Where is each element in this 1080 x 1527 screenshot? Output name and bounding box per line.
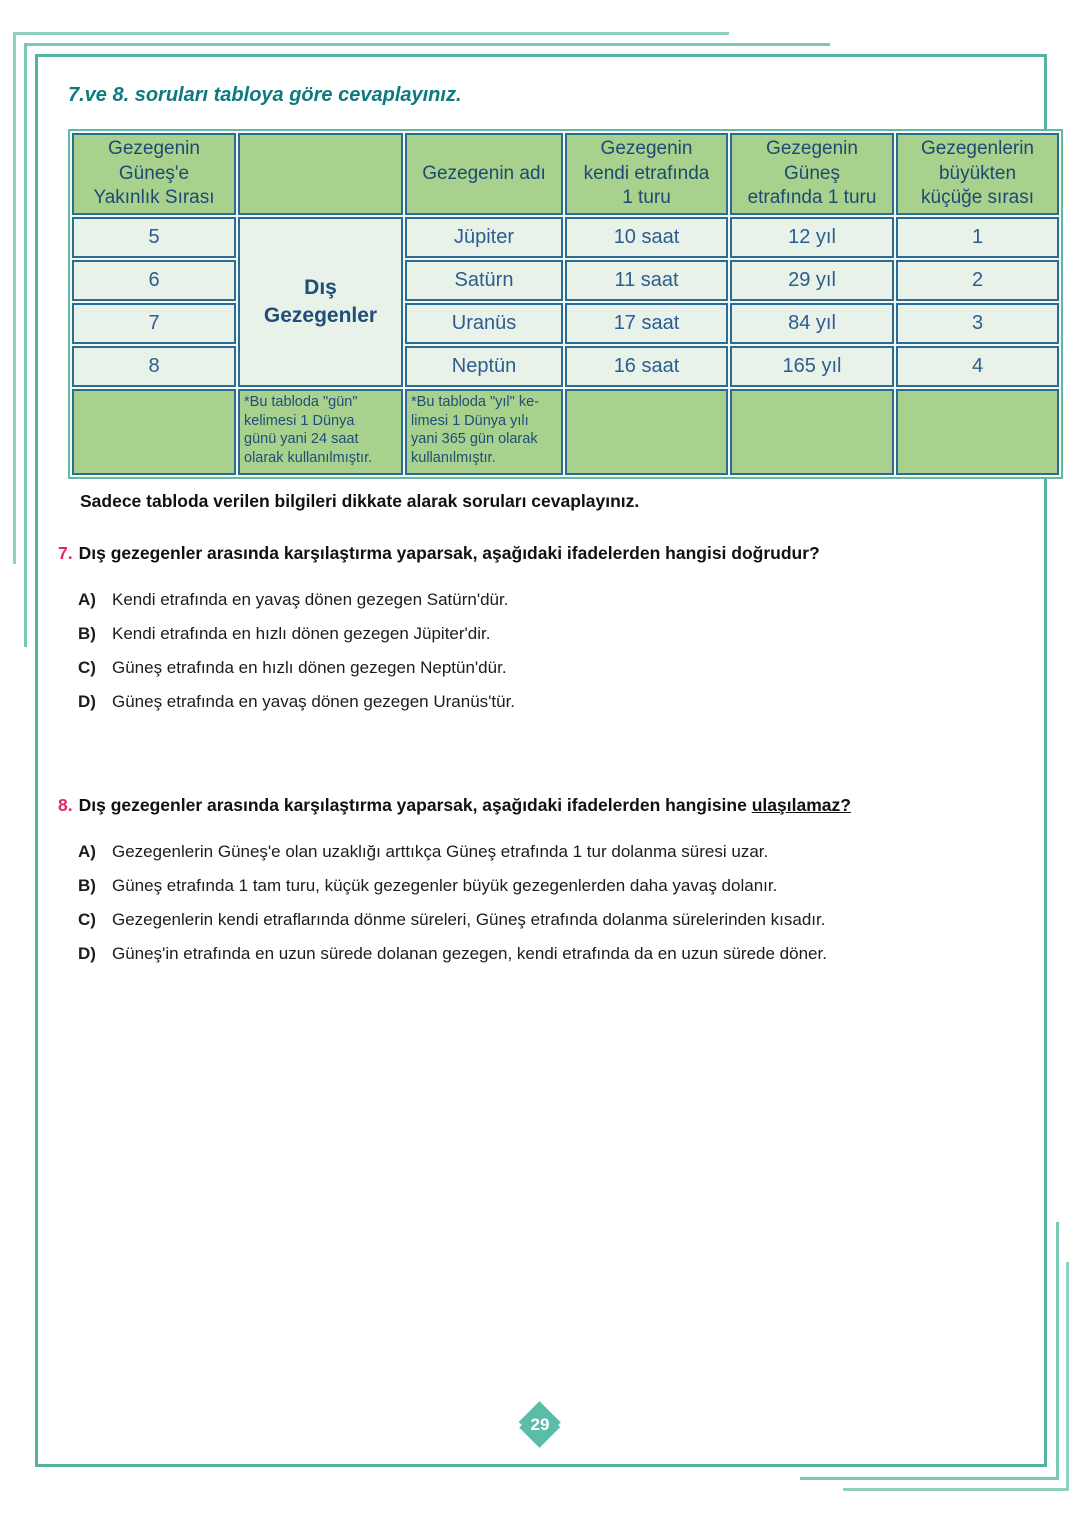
answer-option-7d: D) Güneş etrafında en yavaş dönen gezegen…: [78, 685, 1048, 719]
option-text: Kendi etrafında en yavaş dönen gezegen S…: [112, 590, 509, 609]
question-7-text: Dış gezegenler arasında karşılaştırma ya…: [78, 543, 820, 563]
question-8-number: 8.: [58, 795, 73, 815]
header-revolution-period: Gezegenin Güneş etrafında 1 turu: [730, 133, 894, 216]
table-row: 8 Neptün 16 saat 165 yıl 4: [72, 346, 1059, 388]
planet-order-cell: 7: [72, 303, 236, 345]
footnote-empty-cell: [565, 389, 728, 476]
planet-size-rank-cell: 3: [896, 303, 1059, 345]
question-7-text-line: 7. Dış gezegenler arasında karşılaştırma …: [58, 543, 1048, 564]
option-letter: D): [78, 944, 96, 963]
table-header-row: Gezegenin Güneş'e Yakınlık Sırası Gezege…: [72, 133, 1059, 216]
planet-order-cell: 6: [72, 260, 236, 302]
option-letter: B): [78, 876, 96, 895]
planet-revolution-cell: 165 yıl: [730, 346, 894, 388]
table-only-note: Sadece tabloda verilen bilgileri dikkate…: [80, 491, 640, 511]
planet-rotation-cell: 16 saat: [565, 346, 728, 388]
planet-name-cell: Uranüs: [405, 303, 563, 345]
table-row: 7 Uranüs 17 saat 84 yıl 3: [72, 303, 1059, 345]
option-text: Güneş etrafında en hızlı dönen gezegen N…: [112, 658, 507, 677]
header-rotation-period: Gezegenin kendi etrafında 1 turu: [565, 133, 728, 216]
answer-option-7b: B) Kendi etrafında en hızlı dönen gezegen…: [78, 617, 1048, 651]
back-sheet-outline-bottom-right-middle: [800, 1222, 1059, 1480]
option-letter: A): [78, 590, 96, 609]
footnote-empty-cell: [730, 389, 894, 476]
header-size-rank: Gezegenlerin büyükten küçüğe sırası: [896, 133, 1059, 216]
planet-size-rank-cell: 4: [896, 346, 1059, 388]
option-letter: D): [78, 692, 96, 711]
planet-size-rank-cell: 2: [896, 260, 1059, 302]
option-text: Güneş'in etrafında en uzun sürede dolana…: [112, 944, 827, 963]
footnote-year-definition: *Bu tabloda "yıl" ke- limesi 1 Dünya yıl…: [405, 389, 563, 476]
page-number-badge: 29: [515, 1401, 565, 1448]
footnote-day-definition: *Bu tabloda "gün" kelimesi 1 Dünya günü …: [238, 389, 403, 476]
footnote-empty-cell: [896, 389, 1059, 476]
instruction-title: 7.ve 8. soruları tabloya göre cevaplayın…: [68, 84, 462, 106]
answer-option-8d: D) Güneş'in etrafında en uzun sürede dola…: [78, 937, 1048, 971]
answer-option-8b: B) Güneş etrafında 1 tam turu, küçük geze…: [78, 869, 1048, 903]
option-letter: B): [78, 624, 96, 643]
header-planet-name: Gezegenin adı: [405, 133, 563, 216]
answer-option-7a: A) Kendi etrafında en yavaş dönen gezegen…: [78, 583, 1048, 617]
answer-option-8c: C) Gezegenlerin kendi etraflarında dönme …: [78, 903, 1048, 937]
option-text: Güneş etrafında 1 tam turu, küçük gezege…: [112, 876, 778, 895]
option-letter: C): [78, 910, 96, 929]
table-row: 5 Dış Gezegenler Jüpiter 10 saat 12 yıl …: [72, 217, 1059, 388]
answer-option-8a: A) Gezegenlerin Güneş'e olan uzaklığı art…: [78, 835, 1048, 869]
question-8-underlined-word: ulaşılamaz?: [751, 795, 851, 815]
planet-order-cell: 5: [72, 217, 236, 259]
option-letter: C): [78, 658, 96, 677]
question-8-options: A) Gezegenlerin Güneş'e olan uzaklığı art…: [58, 835, 1048, 971]
question-7-options: A) Kendi etrafında en yavaş dönen gezegen…: [58, 583, 1048, 719]
header-proximity-order: Gezegenin Güneş'e Yakınlık Sırası: [72, 133, 236, 216]
planet-name-cell: Neptün: [405, 346, 563, 388]
planet-size-rank-cell: 1: [896, 217, 1059, 259]
question-7-number: 7.: [58, 543, 73, 563]
planet-rotation-cell: 17 saat: [565, 303, 728, 345]
planet-rotation-cell: 11 saat: [565, 260, 728, 302]
table-footnote-row: *Bu tabloda "gün" kelimesi 1 Dünya günü …: [72, 389, 1059, 476]
planet-revolution-cell: 84 yıl: [730, 303, 894, 345]
back-sheet-outline-bottom-right-outer: [843, 1262, 1069, 1491]
planet-order-cell: 8: [72, 346, 236, 388]
planet-rotation-cell: 10 saat: [565, 217, 728, 259]
footnote-empty-cell: [72, 389, 236, 476]
planet-name-cell: Jüpiter: [405, 217, 563, 259]
option-text: Kendi etrafında en hızlı dönen gezegen J…: [112, 624, 491, 643]
badge-left-notch-icon: [515, 1419, 522, 1431]
question-7: 7. Dış gezegenler arasında karşılaştırma …: [58, 543, 1048, 719]
page-number: 29: [530, 1415, 550, 1434]
table-row: 6 Satürn 11 saat 29 yıl 2: [72, 260, 1059, 302]
option-text: Güneş etrafında en yavaş dönen gezegen U…: [112, 692, 516, 711]
planet-name-cell: Satürn: [405, 260, 563, 302]
header-group-empty: [238, 133, 403, 216]
question-8-text-line: 8. Dış gezegenler arasında karşılaştırma …: [58, 795, 1048, 816]
outer-planets-group-cell: Dış Gezegenler: [238, 217, 403, 388]
badge-right-notch-icon: [558, 1419, 565, 1431]
question-8: 8. Dış gezegenler arasında karşılaştırma …: [58, 795, 1048, 971]
question-8-text: Dış gezegenler arasında karşılaştırma ya…: [78, 795, 747, 815]
option-text: Gezegenlerin Güneş'e olan uzaklığı arttı…: [112, 842, 769, 861]
planet-revolution-cell: 29 yıl: [730, 260, 894, 302]
option-letter: A): [78, 842, 96, 861]
planets-table: Gezegenin Güneş'e Yakınlık Sırası Gezege…: [68, 129, 1063, 480]
planet-revolution-cell: 12 yıl: [730, 217, 894, 259]
answer-option-7c: C) Güneş etrafında en hızlı dönen gezegen…: [78, 651, 1048, 685]
option-text: Gezegenlerin kendi etraflarında dönme sü…: [112, 910, 826, 929]
